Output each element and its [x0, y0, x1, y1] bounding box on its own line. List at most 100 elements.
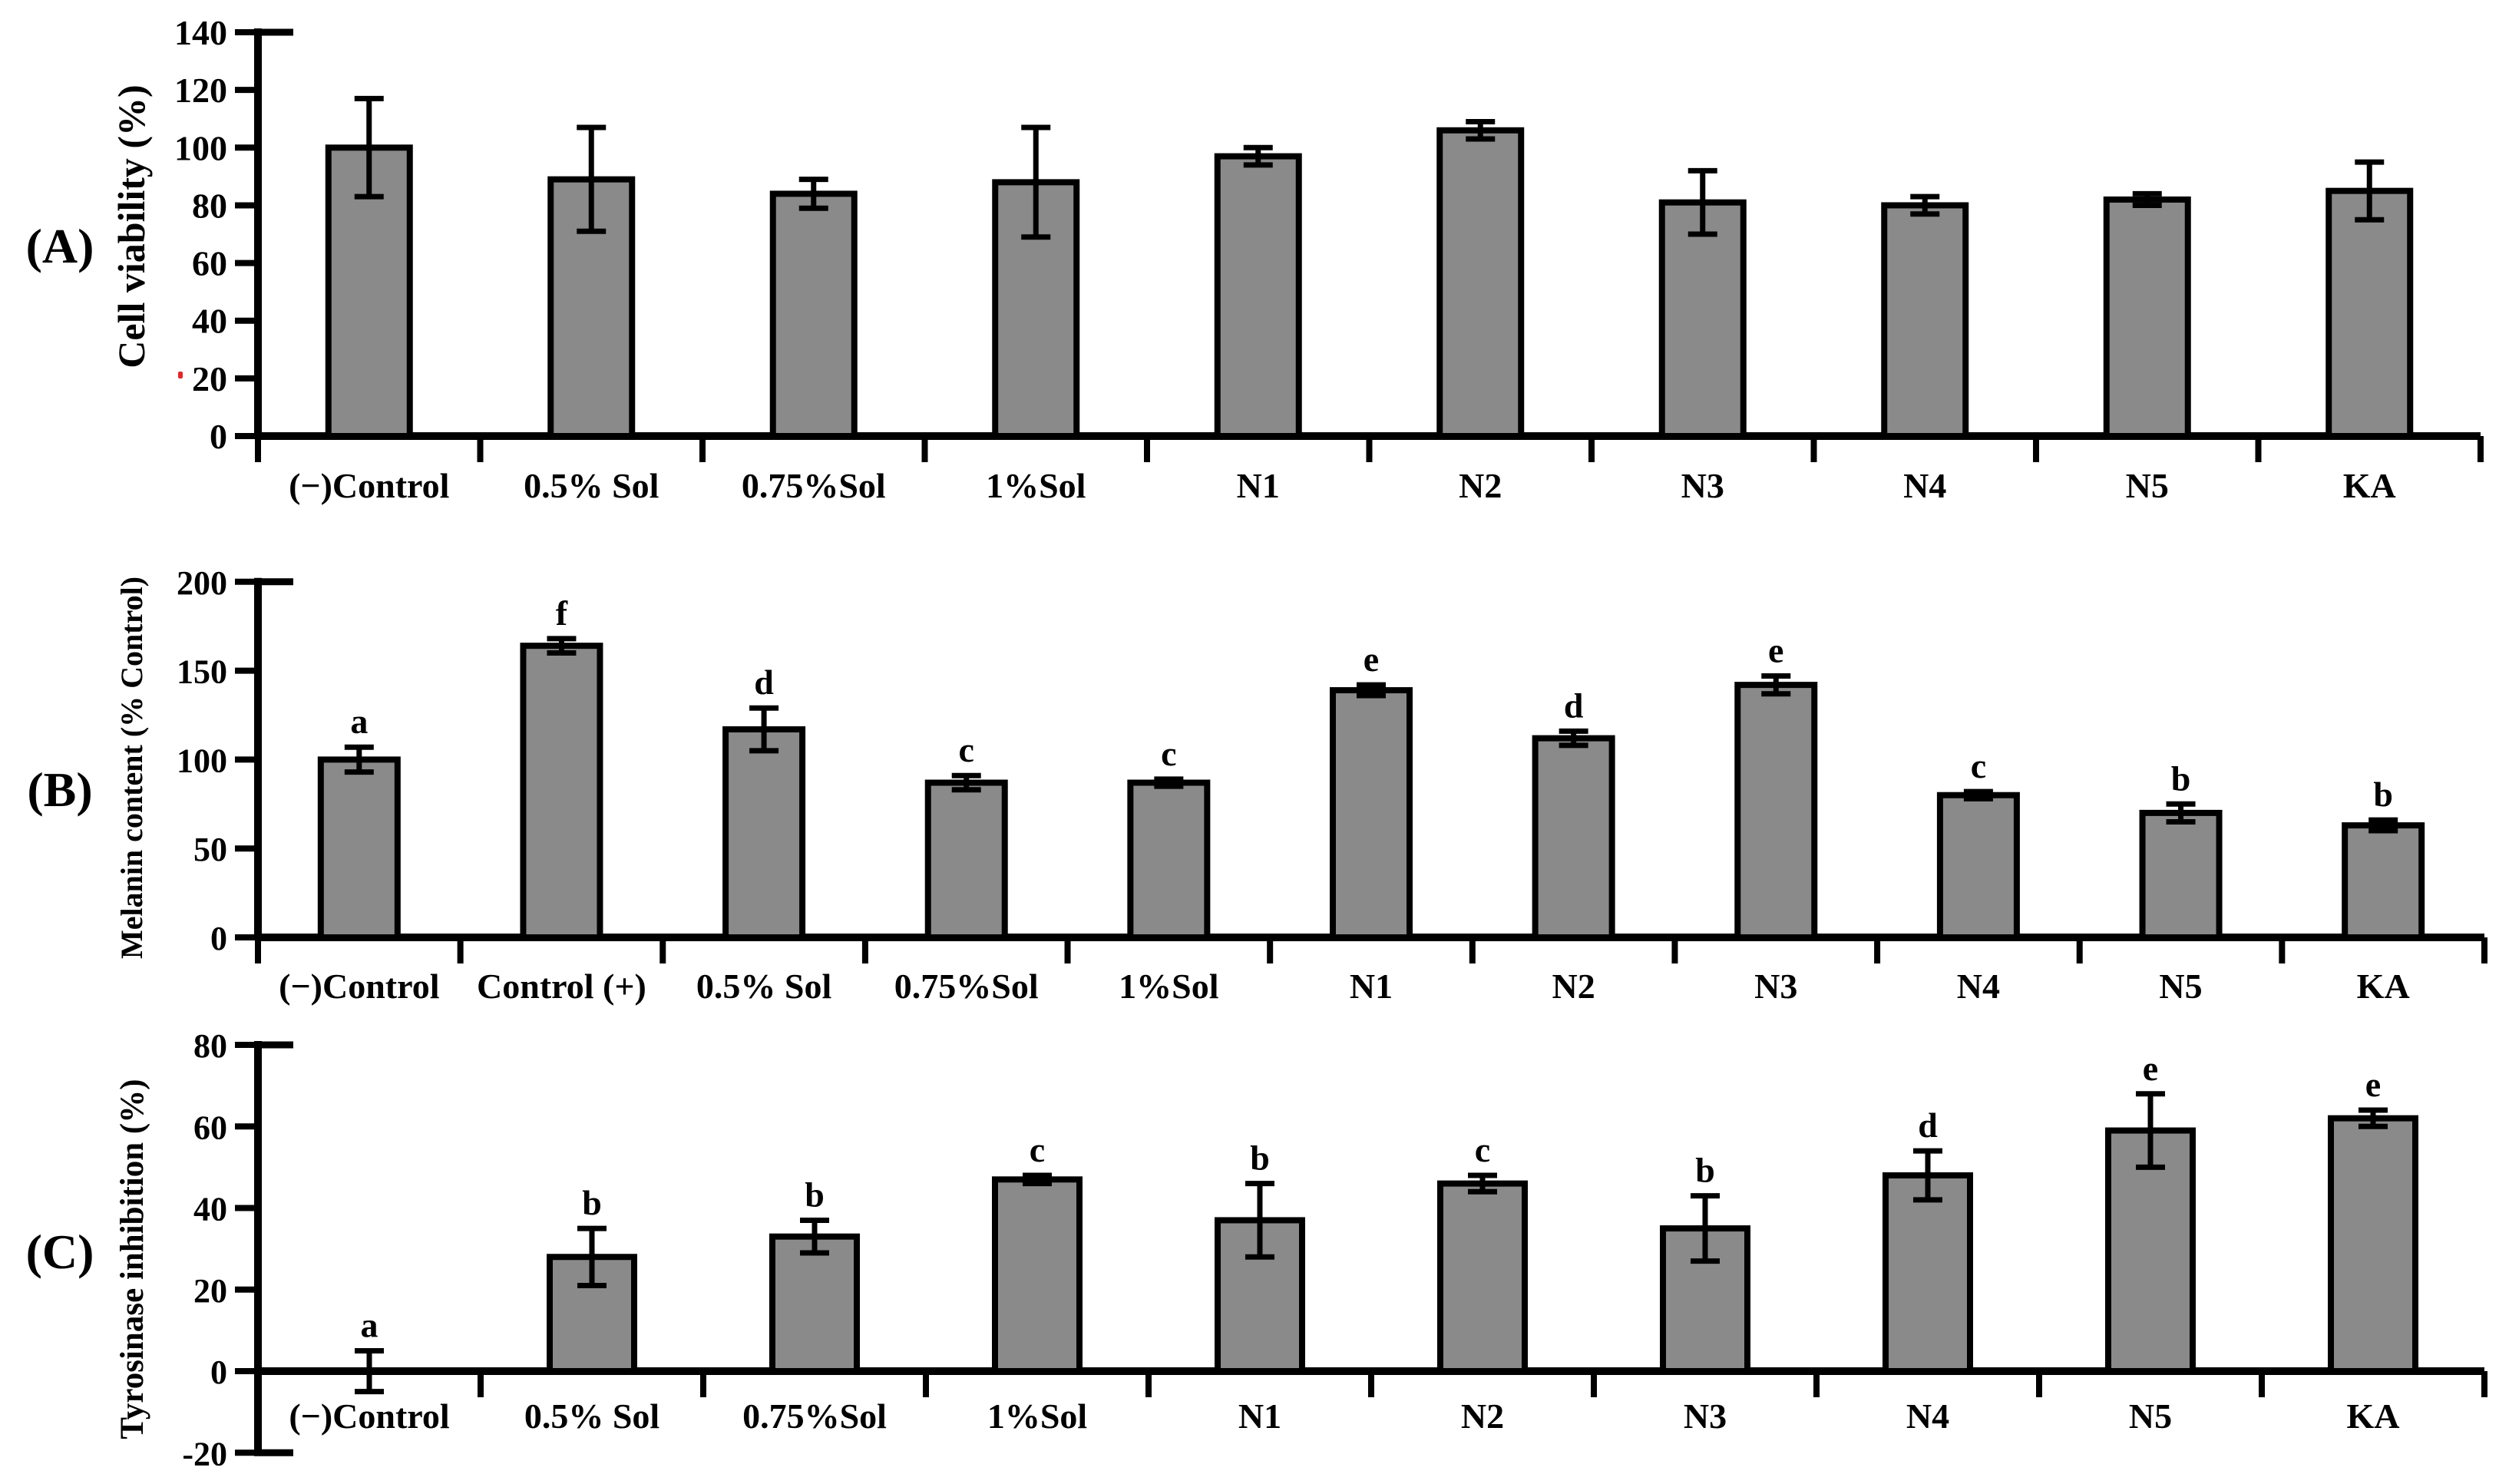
y-tick-label-a: 140	[174, 13, 227, 52]
bar-b-9	[1936, 792, 2020, 940]
bar-b-10	[2139, 809, 2223, 940]
category-label-c-3: 0.75%Sol	[742, 1396, 887, 1436]
category-label-c-7: N3	[1684, 1396, 1727, 1436]
category-label-b-4: 0.75%Sol	[894, 967, 1039, 1006]
y-tick-label-b: 100	[177, 742, 227, 779]
bar-a-8	[1881, 202, 1969, 439]
category-label-c-1: (−)Control	[289, 1396, 449, 1436]
y-axis-title-b: Melanin content (% Control)	[114, 577, 149, 959]
y-tick-label-c: 20	[193, 1272, 227, 1310]
bar-b-1	[317, 756, 401, 941]
bar-b-7	[1532, 735, 1615, 940]
y-tick-label-a: 40	[192, 302, 227, 341]
bar-c-6	[1437, 1180, 1528, 1374]
category-label-c-5: N1	[1238, 1396, 1281, 1436]
bar-b-2	[520, 643, 603, 941]
category-label-b-9: N4	[1957, 967, 2000, 1006]
sig-letter-b-8: e	[1768, 631, 1783, 670]
category-label-c-2: 0.5% Sol	[524, 1396, 659, 1436]
bar-c-8	[1883, 1172, 1973, 1374]
red-artifact-mark	[178, 372, 183, 378]
category-label-a-8: N4	[1903, 466, 1946, 505]
y-axis-title-c: Tyrosinase inhibition (%)	[114, 1079, 150, 1439]
category-label-b-5: 1%Sol	[1119, 967, 1218, 1006]
category-label-b-3: 0.5% Sol	[696, 967, 831, 1006]
y-tick-label-b: 150	[177, 653, 227, 691]
sig-letter-b-7: d	[1564, 686, 1584, 725]
category-label-b-2: Control (+)	[477, 967, 646, 1006]
sig-letter-b-4: c	[959, 730, 974, 769]
sig-letter-b-6: e	[1364, 640, 1379, 679]
y-tick-label-a: 20	[192, 359, 227, 398]
sig-letter-c-2: b	[582, 1183, 602, 1222]
sig-letter-b-9: c	[1971, 746, 1986, 785]
category-label-a-2: 0.5% Sol	[524, 466, 659, 505]
sig-letter-b-10: b	[2171, 759, 2191, 798]
category-label-c-4: 1%Sol	[987, 1396, 1087, 1436]
panel-label-c: (C)	[25, 1225, 94, 1279]
category-label-c-8: N4	[1906, 1396, 1949, 1436]
bar-a-9	[2103, 196, 2191, 439]
y-tick-label-a: 100	[174, 128, 227, 167]
category-label-a-9: N5	[2126, 466, 2169, 505]
chart-panel-a: 0 20 40 60 80 100 120 140 (−)Control 0.5% Sol 0.75…	[110, 13, 2484, 505]
sig-letter-c-9: e	[2143, 1049, 2158, 1088]
sig-letter-c-6: c	[1475, 1130, 1490, 1169]
y-tick-label-a: 80	[192, 186, 227, 225]
y-tick-label-b: 0	[210, 920, 227, 957]
y-tick-label-b: 50	[193, 831, 227, 868]
y-tick-label-a: 0	[210, 417, 227, 456]
sig-letter-c-7: b	[1695, 1151, 1715, 1190]
y-tick-label-a: 120	[174, 71, 227, 110]
category-label-a-3: 0.75%Sol	[742, 466, 886, 505]
category-label-b-6: N1	[1350, 967, 1393, 1006]
sig-letter-c-4: c	[1030, 1130, 1045, 1169]
category-label-a-10: KA	[2343, 466, 2396, 505]
category-label-c-9: N5	[2129, 1396, 2172, 1436]
bar-b-6	[1330, 687, 1413, 940]
category-label-b-8: N3	[1754, 967, 1797, 1006]
category-label-c-10: KA	[2347, 1396, 2400, 1436]
sig-letter-c-5: b	[1250, 1139, 1270, 1178]
category-label-a-7: N3	[1681, 466, 1724, 505]
y-tick-label-c: 40	[193, 1191, 227, 1228]
panel-label-b: (B)	[27, 762, 93, 817]
chart-panel-c: -20 0 20 40 60 80 a (−)Control b 0.5% Sol b 0.75%So…	[114, 1027, 2487, 1472]
bar-b-11	[2342, 822, 2425, 941]
category-label-b-1: (−)Control	[279, 967, 439, 1006]
bar-b-3	[722, 726, 806, 940]
bar-b-4	[924, 779, 1008, 940]
category-label-b-7: N2	[1552, 967, 1595, 1006]
y-tick-label-c: 80	[193, 1027, 227, 1065]
sig-letter-c-3: b	[805, 1175, 825, 1214]
category-label-a-6: N2	[1459, 466, 1502, 505]
panel-label-a: (A)	[25, 219, 94, 273]
y-tick-label-c: 60	[193, 1109, 227, 1146]
sig-letter-b-11: b	[2373, 775, 2393, 814]
category-label-a-1: (−)Control	[289, 466, 449, 505]
y-axis-title-a: Cell viability (%)	[110, 84, 153, 368]
bar-b-8	[1734, 682, 1818, 940]
sig-letter-b-2: f	[556, 593, 568, 633]
bar-a-10	[2325, 187, 2414, 439]
sig-letter-c-10: e	[2365, 1065, 2381, 1104]
category-label-b-11: KA	[2357, 967, 2410, 1006]
sig-letter-c-8: d	[1918, 1106, 1938, 1145]
bar-a-7	[1658, 199, 1747, 439]
sig-letter-b-3: d	[754, 663, 774, 702]
bar-a-5	[1214, 153, 1302, 439]
category-label-a-4: 1%Sol	[986, 466, 1086, 505]
bar-b-5	[1127, 779, 1211, 940]
y-tick-label-c: -20	[182, 1435, 227, 1472]
bar-c-9	[2105, 1127, 2196, 1374]
y-tick-label-b: 200	[177, 564, 227, 602]
sig-letter-c-1: a	[361, 1305, 378, 1344]
bar-c-4	[992, 1176, 1083, 1374]
category-label-b-10: N5	[2159, 967, 2202, 1006]
chart-panel-b: 0 50 100 150 200 a (−)Control f Control (+) d 0.5%…	[114, 564, 2487, 1006]
bar-c-10	[2328, 1115, 2418, 1374]
category-label-a-5: N1	[1237, 466, 1280, 505]
sig-letter-b-5: c	[1161, 734, 1176, 773]
